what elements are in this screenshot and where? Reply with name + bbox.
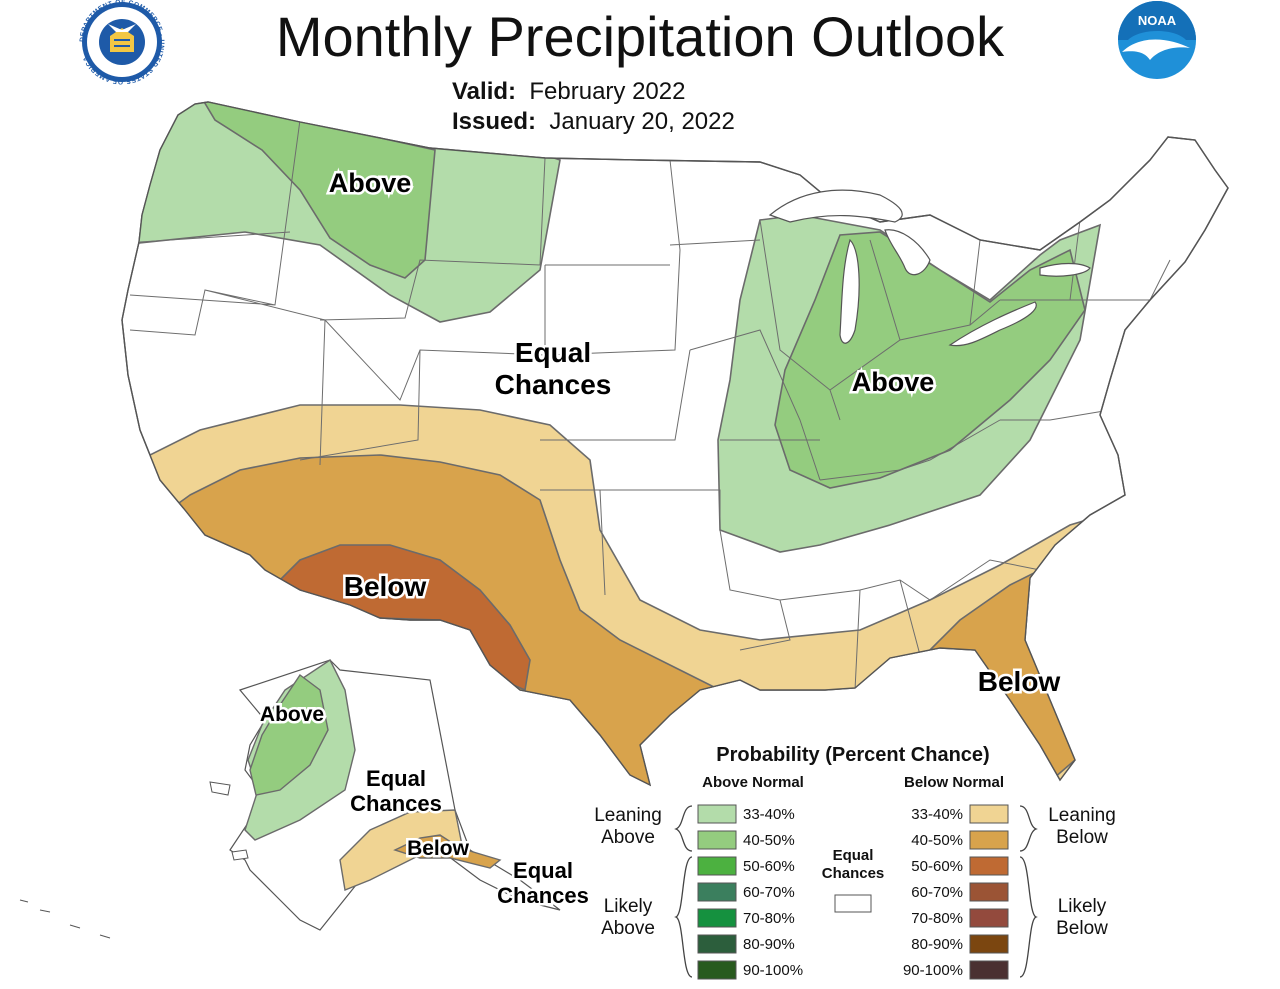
legend-below-label-5: 70-80% [911, 910, 963, 927]
probability-legend: Probability (Percent Chance) Above Norma… [594, 744, 1116, 980]
issued-label: Issued: [452, 108, 537, 135]
legend-below-swatch-6 [969, 934, 1009, 954]
legend-leaning-below-line2: Below [1056, 827, 1108, 848]
legend-braces [674, 805, 1038, 978]
map-labels: Above Above Equal Chances Below Below Ab… [257, 166, 1063, 911]
label-equal-center-line1: Equal [515, 337, 591, 368]
legend-likely-above-line1: Likely [604, 896, 653, 917]
legend-above-swatch-5 [697, 908, 737, 928]
legend-below-swatch-7 [969, 960, 1009, 980]
legend-above-label-1: 33-40% [743, 806, 795, 823]
legend-leaning-above-line1: Leaning [594, 805, 662, 826]
legend-below-swatch-3 [969, 856, 1009, 876]
legend-below-swatch-1 [969, 804, 1009, 824]
legend-likely-below-line2: Below [1056, 918, 1108, 939]
label-alaska-equal2-line2: Chances [497, 883, 589, 908]
issued-line: Issued: January 20, 2022 [452, 108, 735, 136]
legend-above-label-7: 90-100% [743, 962, 803, 979]
legend-below-swatch-5 [969, 908, 1009, 928]
legend-below-label-7: 90-100% [903, 962, 963, 979]
legend-below-label-6: 80-90% [911, 936, 963, 953]
issued-value: January 20, 2022 [549, 108, 735, 135]
legend-below-label-1: 33-40% [911, 806, 963, 823]
legend-below-label-3: 50-60% [911, 858, 963, 875]
legend-below-label-2: 40-50% [911, 832, 963, 849]
legend-leaning-above-line2: Above [601, 827, 655, 848]
legend-above-swatch-4 [697, 882, 737, 902]
label-alaska-above: Above [260, 703, 324, 726]
label-alaska-equal-line2: Chances [350, 791, 442, 816]
legend-below-label-4: 60-70% [911, 884, 963, 901]
legend-equal-swatch [834, 894, 872, 913]
alaska-map [19, 658, 561, 939]
label-below-southeast: Below [978, 666, 1061, 697]
legend-title: Probability (Percent Chance) [716, 744, 989, 766]
legend-above-header: Above Normal [702, 774, 804, 791]
label-above-northwest: Above [329, 168, 412, 198]
alaska-islands [19, 781, 249, 939]
alaska-above-40-50-area [249, 673, 329, 796]
noaa-logo-text: NOAA [1138, 13, 1177, 28]
legend-above-label-5: 70-80% [743, 910, 795, 927]
legend-leaning-below-line1: Leaning [1048, 805, 1116, 826]
label-below-southwest: Below [344, 571, 427, 602]
legend-above-label-6: 80-90% [743, 936, 795, 953]
legend-above-swatch-1 [697, 804, 737, 824]
valid-label: Valid: [452, 78, 517, 105]
alaska-below-40-50-area [393, 834, 502, 869]
legend-below-rows: 33-40% 40-50% 50-60% 60-70% 70-80% 80-90% 90-1… [903, 804, 1009, 980]
legend-above-swatch-7 [697, 960, 737, 980]
legend-likely-above-line2: Above [601, 918, 655, 939]
noaa-logo-icon: NOAA [1118, 1, 1196, 79]
legend-equal-line1: Equal [833, 847, 874, 864]
legend-likely-below-line1: Likely [1058, 896, 1107, 917]
state-borders [129, 119, 1171, 691]
legend-above-swatch-3 [697, 856, 737, 876]
legend-above-label-3: 50-60% [743, 858, 795, 875]
valid-value: February 2022 [529, 78, 686, 105]
great-lakes [768, 189, 1091, 347]
label-above-east: Above [852, 367, 935, 397]
label-alaska-below: Below [407, 837, 470, 860]
page-title: Monthly Precipitation Outlook [275, 5, 1005, 68]
legend-above-swatch-6 [697, 934, 737, 954]
legend-equal-line2: Chances [822, 865, 885, 882]
legend-below-header: Below Normal [904, 774, 1004, 791]
label-equal-center-line2: Chances [495, 369, 612, 400]
valid-line: Valid: February 2022 [452, 78, 685, 106]
legend-below-swatch-2 [969, 830, 1009, 850]
legend-above-label-2: 40-50% [743, 832, 795, 849]
label-alaska-equal-line1: Equal [366, 766, 426, 791]
legend-above-label-4: 60-70% [743, 884, 795, 901]
commerce-seal-icon: DEPARTMENT OF COMMERCE · UNITED STATES O… [79, 0, 164, 85]
legend-above-swatch-2 [697, 830, 737, 850]
legend-below-swatch-4 [969, 882, 1009, 902]
legend-above-rows: 33-40% 40-50% 50-60% 60-70% 70-80% 80-90% 90-1… [697, 804, 803, 980]
label-alaska-equal2-line1: Equal [513, 858, 573, 883]
